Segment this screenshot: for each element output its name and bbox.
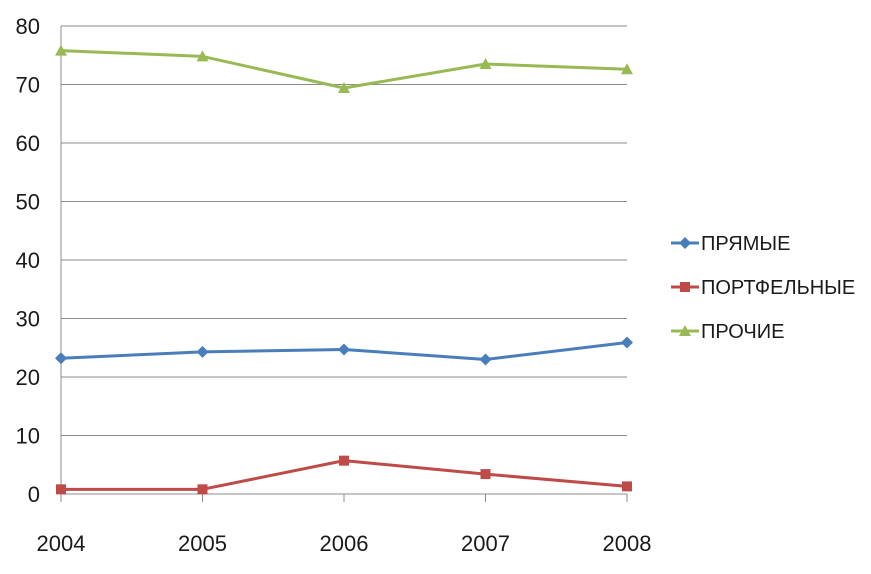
x-tick-label: 2006: [320, 531, 369, 556]
legend-marker: [680, 282, 690, 292]
legend-label: ПРОЧИЕ: [701, 321, 784, 343]
data-point: [197, 346, 209, 358]
data-point: [622, 481, 632, 491]
y-tick-label: 20: [16, 365, 40, 390]
series-1: [55, 336, 633, 365]
x-tick-label: 2008: [603, 531, 652, 556]
legend-item: ПРЯМЫЕ: [671, 233, 790, 255]
x-tick-label: 2005: [178, 531, 227, 556]
y-tick-label: 80: [16, 14, 40, 39]
x-tick-label: 2007: [461, 531, 510, 556]
y-tick-label: 0: [28, 482, 40, 507]
legend-item: ПРОЧИЕ: [671, 321, 784, 343]
data-point: [480, 353, 492, 365]
y-tick-label: 10: [16, 424, 40, 449]
data-point: [55, 352, 67, 364]
series-3: [55, 45, 633, 93]
x-tick-label: 2004: [37, 531, 86, 556]
series-group: [55, 45, 633, 495]
y-tick-label: 70: [16, 73, 40, 98]
legend: ПРЯМЫЕ ПОРТФЕЛЬНЫЕ ПРОЧИЕ: [671, 233, 855, 343]
y-tick-label: 40: [16, 248, 40, 273]
data-point: [481, 469, 491, 479]
y-tick-label: 60: [16, 131, 40, 156]
y-tick-label: 50: [16, 190, 40, 215]
legend-label: ПОРТФЕЛЬНЫЕ: [701, 277, 855, 299]
series-2: [56, 456, 632, 495]
data-point: [339, 456, 349, 466]
data-point: [338, 344, 350, 356]
data-point: [621, 336, 633, 348]
axes: 0 10 20 30 40 50 60 70 80 2004 2005 2006 2007 2008: [16, 14, 652, 556]
data-point: [198, 484, 208, 494]
data-point: [56, 484, 66, 494]
legend-marker: [679, 237, 691, 249]
legend-item: ПОРТФЕЛЬНЫЕ: [671, 277, 855, 299]
legend-label: ПРЯМЫЕ: [701, 233, 790, 255]
y-tick-label: 30: [16, 307, 40, 332]
